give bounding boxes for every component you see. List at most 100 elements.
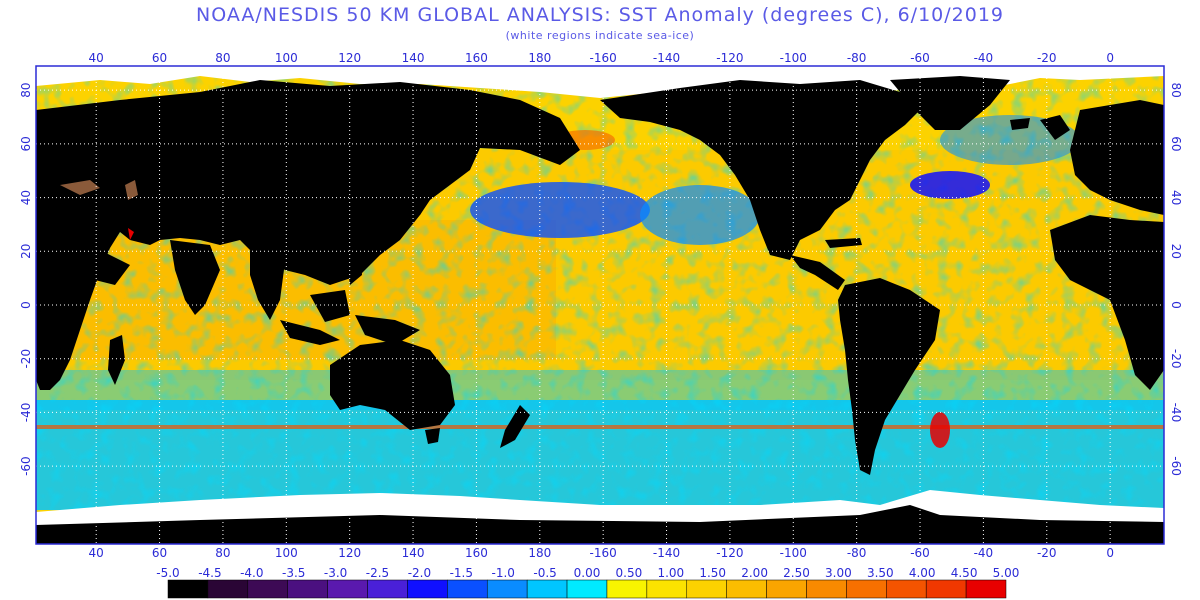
lon-label-bottom: -140 [653,546,680,560]
tasmania [425,428,440,444]
lat-label-right: -40 [1169,403,1183,423]
red-sea-warm-patch [128,228,134,240]
longitude-labels-top: 40 60 80 100 120 140 160 180 -160 -140 -120 -100 -80… [89,51,1114,65]
new-guinea [355,315,420,345]
japan [410,150,448,215]
north-atlantic-cool-patch [910,171,990,199]
longitude-labels-bottom: 40 60 80 100 120 140 160 180 -160 -140 -120 -100 -80… [89,546,1114,560]
lat-label-left: 80 [19,83,33,98]
colorbar-label: 1.00 [657,566,684,580]
lon-label-bottom: -80 [847,546,867,560]
lon-label-top: 60 [152,51,167,65]
caspian-lake-patch [60,180,100,195]
north-pacific-cool-patch [470,182,650,238]
british-isles [1040,115,1070,140]
colorbar-swatch [447,579,488,599]
latitude-labels-left: 80 60 40 20 0 -20 -40 -60 [19,83,33,476]
colorbar-swatch [646,579,688,599]
lon-label-top: -140 [653,51,680,65]
colorbar-label: -1.0 [491,566,514,580]
lat-label-right: 40 [1169,190,1183,205]
cuba [825,238,862,248]
antarctica [36,505,1164,544]
lat-label-left: -60 [19,456,33,476]
colorbar-swatch [247,579,288,599]
lon-label-top: 80 [215,51,230,65]
lon-label-bottom: -60 [910,546,930,560]
lon-label-top: -80 [847,51,867,65]
colorbar-label: 0.00 [574,566,601,580]
lon-label-bottom: 0 [1106,546,1114,560]
lon-label-bottom: -40 [974,546,994,560]
lat-label-right: 60 [1169,136,1183,151]
map-subtitle: (white regions indicate sea-ice) [505,29,695,42]
horn-of-africa [95,250,130,285]
colorbar-label: 0.50 [616,566,643,580]
lon-label-top: -20 [1037,51,1057,65]
sumatra-java [280,320,340,345]
lon-label-bottom: 60 [152,546,167,560]
colorbar-swatch [526,579,568,599]
lon-label-bottom: -20 [1037,546,1057,560]
iceland [1010,118,1030,130]
greenland [890,76,1010,130]
colorbar-label: 2.00 [741,566,768,580]
lat-label-left: 0 [19,301,33,309]
colorbar-swatch [686,579,727,599]
colorbar [167,579,1007,599]
lat-label-left: -20 [19,349,33,369]
lon-label-bottom: -120 [716,546,743,560]
europe [1070,100,1164,215]
colorbar-swatch [566,579,608,599]
lon-label-bottom: 180 [528,546,551,560]
ocean-layer [36,66,1164,544]
colorbar-label: 1.50 [699,566,726,580]
lon-label-top: 180 [528,51,551,65]
land-masses [36,76,1164,544]
colorbar-label: -4.5 [198,566,221,580]
lat-label-right: 80 [1169,83,1183,98]
north-atlantic-cool-area [940,115,1080,165]
lon-label-bottom: -160 [590,546,617,560]
colorbar-swatch [925,579,967,599]
colorbar-swatch [965,579,1007,599]
lat-label-right: -60 [1169,456,1183,476]
colorbar-label: 2.50 [783,566,810,580]
colorbar-swatch [327,579,368,599]
lon-label-top: 0 [1106,51,1114,65]
lon-label-bottom: 40 [89,546,104,560]
map-title: NOAA/NESDIS 50 KM GLOBAL ANALYSIS: SST A… [195,4,1005,26]
colorbar-label: -2.0 [408,566,431,580]
colorbar-label: 5.00 [993,566,1020,580]
lat-label-right: 0 [1169,301,1183,309]
lat-label-left: -40 [19,403,33,423]
aral-lake-patch [125,180,138,200]
colorbar-label: -5.0 [156,566,179,580]
map-frame [35,65,1165,545]
colorbar-swatch [407,579,448,599]
lat-label-left: 60 [19,136,33,151]
lon-label-top: -160 [590,51,617,65]
lon-label-top: 120 [338,51,361,65]
east-pacific-cool-patch [640,185,760,245]
lat-label-left: 20 [19,244,33,259]
lon-label-top: 160 [465,51,488,65]
colorbar-swatch [846,579,887,599]
indochina [250,250,285,320]
colorbar-label: -4.0 [240,566,263,580]
central-america [790,255,845,290]
colorbar-swatch [287,579,328,599]
colorbar-label: 3.50 [867,566,894,580]
lon-label-bottom: 140 [402,546,425,560]
colorbar-swatch [766,579,807,599]
colorbar-label: 3.00 [825,566,852,580]
lon-label-bottom: 100 [275,546,298,560]
borneo [310,290,350,322]
colorbar-swatch [367,579,408,599]
colorbar-label: 4.50 [951,566,978,580]
colorbar-swatch [726,579,767,599]
colorbar-label: -1.5 [450,566,473,580]
lon-label-bottom: -100 [780,546,807,560]
